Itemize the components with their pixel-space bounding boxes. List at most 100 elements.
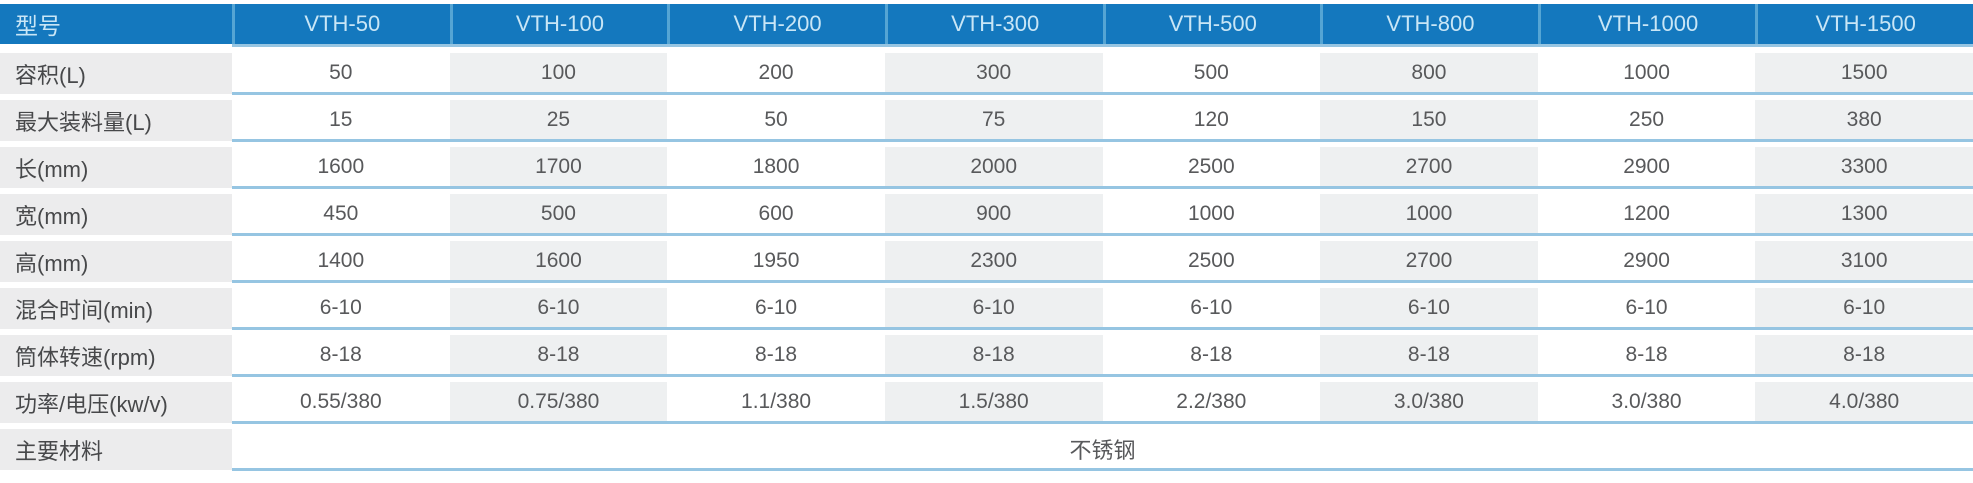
value-cell: 2000 (884, 147, 1103, 186)
row-label: 筒体转速(rpm) (0, 335, 232, 382)
value-cell: 1000 (1102, 194, 1321, 233)
row-cells: 1400 1600 1950 2300 2500 2700 2900 3100 (232, 241, 1973, 280)
value-cell: 120 (1102, 100, 1321, 139)
header-separator-line (232, 44, 1973, 47)
header-model-label: 型号 (0, 4, 232, 44)
value-cell: 3300 (1755, 147, 1973, 186)
value-cell: 1.5/380 (884, 382, 1103, 421)
value-cell: 50 (667, 100, 885, 139)
row-separator (232, 421, 1973, 424)
value-cell: 8-18 (232, 335, 450, 374)
value-cell: 2500 (1102, 241, 1321, 280)
value-cell: 15 (232, 100, 450, 139)
row-separator (232, 327, 1973, 330)
header-separator-spacer (0, 44, 232, 53)
row-label: 宽(mm) (0, 194, 232, 241)
value-cell: 3.0/380 (1320, 382, 1538, 421)
row-separator (232, 186, 1973, 189)
value-cell: 800 (1320, 53, 1538, 92)
value-cell: 6-10 (1755, 288, 1973, 327)
value-cell: 1300 (1755, 194, 1973, 233)
row-label-text: 最大装料量(L) (0, 100, 232, 141)
row-label: 功率/电压(kw/v) (0, 382, 232, 429)
value-cell: 8-18 (667, 335, 885, 374)
value-cell: 8-18 (1320, 335, 1538, 374)
row-separator (232, 280, 1973, 283)
header-cell-vth-200: VTH-200 (667, 4, 885, 44)
table-row: 筒体转速(rpm) 8-18 8-18 8-18 8-18 8-18 8-18 8-18 8-1… (0, 335, 1973, 382)
value-cell: 6-10 (884, 288, 1103, 327)
value-cell: 150 (1320, 100, 1538, 139)
value-cell: 600 (667, 194, 885, 233)
value-cell: 1800 (667, 147, 885, 186)
header-model-cells: VTH-50 VTH-100 VTH-200 VTH-300 VTH-500 VTH-80… (232, 4, 1973, 44)
value-cell: 2700 (1320, 241, 1538, 280)
row-cells: 50 100 200 300 500 800 1000 1500 (232, 53, 1973, 92)
table-row-material: 主要材料 不锈钢 (0, 429, 1973, 476)
value-cell: 1.1/380 (667, 382, 885, 421)
row-label-text: 筒体转速(rpm) (0, 335, 232, 376)
value-cell: 8-18 (1755, 335, 1973, 374)
value-cell: 1600 (449, 241, 668, 280)
row-cells: 15 25 50 75 120 150 250 380 (232, 100, 1973, 139)
value-cell: 250 (1537, 100, 1756, 139)
table-row: 最大装料量(L) 15 25 50 75 120 150 250 380 (0, 100, 1973, 147)
value-cell: 1600 (232, 147, 450, 186)
row-separator (232, 374, 1973, 377)
value-cell: 2900 (1537, 147, 1756, 186)
table-row: 长(mm) 1600 1700 1800 2000 2500 2700 2900 3300 (0, 147, 1973, 194)
value-cell: 2700 (1320, 147, 1538, 186)
row-values: 8-18 8-18 8-18 8-18 8-18 8-18 8-18 8-18 (232, 335, 1973, 377)
value-cell: 100 (449, 53, 668, 92)
value-cell: 500 (1102, 53, 1321, 92)
row-label-text: 容积(L) (0, 53, 232, 94)
value-cell: 8-18 (1537, 335, 1756, 374)
row-label: 长(mm) (0, 147, 232, 194)
row-cells: 450 500 600 900 1000 1000 1200 1300 (232, 194, 1973, 233)
header-cell-vth-1500: VTH-1500 (1755, 4, 1973, 44)
value-cell: 0.55/380 (232, 382, 450, 421)
row-label-text: 功率/电压(kw/v) (0, 382, 232, 423)
value-cell: 6-10 (667, 288, 885, 327)
row-separator (232, 92, 1973, 95)
row-values: 450 500 600 900 1000 1000 1200 1300 (232, 194, 1973, 236)
value-cell: 1200 (1537, 194, 1756, 233)
value-cell: 25 (449, 100, 668, 139)
row-label-text: 长(mm) (0, 147, 232, 188)
value-cell: 8-18 (884, 335, 1103, 374)
row-values: 15 25 50 75 120 150 250 380 (232, 100, 1973, 142)
row-label: 容积(L) (0, 53, 232, 100)
value-cell: 8-18 (1102, 335, 1321, 374)
row-values: 1600 1700 1800 2000 2500 2700 2900 3300 (232, 147, 1973, 189)
row-values: 50 100 200 300 500 800 1000 1500 (232, 53, 1973, 95)
value-cell: 1500 (1755, 53, 1973, 92)
header-cell-vth-500: VTH-500 (1102, 4, 1321, 44)
row-label-text: 高(mm) (0, 241, 232, 282)
value-cell: 6-10 (449, 288, 668, 327)
table-body: 容积(L) 50 100 200 300 500 800 1000 1500 最大装料量(L) 15… (0, 53, 1973, 429)
row-values: 0.55/380 0.75/380 1.1/380 1.5/380 2.2/380 3.0… (232, 382, 1973, 424)
row-cells: 6-10 6-10 6-10 6-10 6-10 6-10 6-10 6-10 (232, 288, 1973, 327)
header-cell-vth-1000: VTH-1000 (1537, 4, 1756, 44)
value-cell: 1000 (1320, 194, 1538, 233)
value-cell: 1400 (232, 241, 450, 280)
table-row: 功率/电压(kw/v) 0.55/380 0.75/380 1.1/380 1.5/38… (0, 382, 1973, 429)
row-cells: 0.55/380 0.75/380 1.1/380 1.5/380 2.2/380 3.0… (232, 382, 1973, 421)
row-values: 不锈钢 (232, 429, 1973, 471)
value-cell: 2500 (1102, 147, 1321, 186)
row-label: 混合时间(min) (0, 288, 232, 335)
row-label: 主要材料 (0, 429, 232, 476)
value-cell: 200 (667, 53, 885, 92)
header-separator-row (0, 44, 1973, 53)
table-row: 容积(L) 50 100 200 300 500 800 1000 1500 (0, 53, 1973, 100)
value-cell: 0.75/380 (449, 382, 668, 421)
table-header-row: 型号 VTH-50 VTH-100 VTH-200 VTH-300 VTH-500 VTH… (0, 4, 1973, 44)
value-cell: 6-10 (1102, 288, 1321, 327)
row-label-text: 混合时间(min) (0, 288, 232, 329)
value-cell: 4.0/380 (1755, 382, 1973, 421)
row-separator (232, 139, 1973, 142)
value-cell: 1700 (449, 147, 668, 186)
value-cell: 2900 (1537, 241, 1756, 280)
value-cell: 300 (884, 53, 1103, 92)
